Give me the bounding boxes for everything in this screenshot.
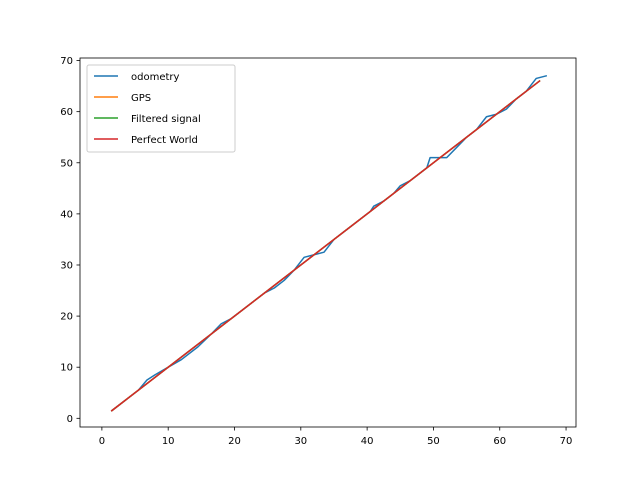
x-tick-label: 60	[493, 436, 506, 447]
legend: odometry GPS Filtered signal Perfect World	[86, 64, 236, 153]
axes-border	[79, 57, 577, 428]
y-tick-label: 50	[60, 158, 73, 169]
x-tick-label: 30	[294, 436, 307, 447]
x-tick-label: 20	[228, 436, 241, 447]
x-tick-label: 40	[361, 436, 374, 447]
y-tick-label: 20	[60, 312, 73, 323]
legend-label: Filtered signal	[131, 114, 201, 125]
legend-box	[86, 64, 236, 153]
x-axis-ticks: 0 10 20 30 40 50 60 70	[99, 427, 573, 447]
legend-label: odometry	[131, 72, 180, 83]
axes-frame	[79, 57, 577, 428]
x-tick-label: 0	[99, 436, 105, 447]
y-tick-label: 0	[67, 414, 73, 425]
y-tick-label: 40	[60, 209, 73, 220]
x-tick-label: 10	[162, 436, 175, 447]
y-tick-label: 60	[60, 107, 73, 118]
legend-label: GPS	[131, 93, 151, 104]
y-tick-label: 70	[60, 56, 73, 67]
y-tick-label: 10	[60, 363, 73, 374]
plot-series-group	[110, 74, 548, 412]
x-tick-label: 70	[560, 436, 573, 447]
x-tick-label: 50	[427, 436, 440, 447]
legend-label: Perfect World	[131, 135, 198, 146]
series-line-perfect-world	[110, 79, 541, 412]
y-axis-ticks: 0 10 20 30 40 50 60 70	[60, 56, 80, 425]
y-tick-label: 30	[60, 260, 73, 271]
